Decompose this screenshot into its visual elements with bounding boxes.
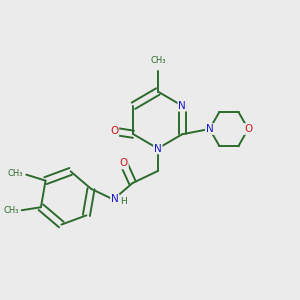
Text: N: N bbox=[206, 124, 214, 134]
Text: O: O bbox=[110, 126, 118, 136]
Text: N: N bbox=[178, 101, 186, 111]
Text: CH₃: CH₃ bbox=[150, 56, 166, 64]
Text: CH₃: CH₃ bbox=[8, 169, 23, 178]
Text: O: O bbox=[120, 158, 128, 169]
Text: O: O bbox=[244, 124, 252, 134]
Text: CH₃: CH₃ bbox=[3, 206, 19, 215]
Text: N: N bbox=[111, 194, 119, 205]
Text: N: N bbox=[154, 143, 162, 154]
Text: H: H bbox=[120, 196, 127, 206]
